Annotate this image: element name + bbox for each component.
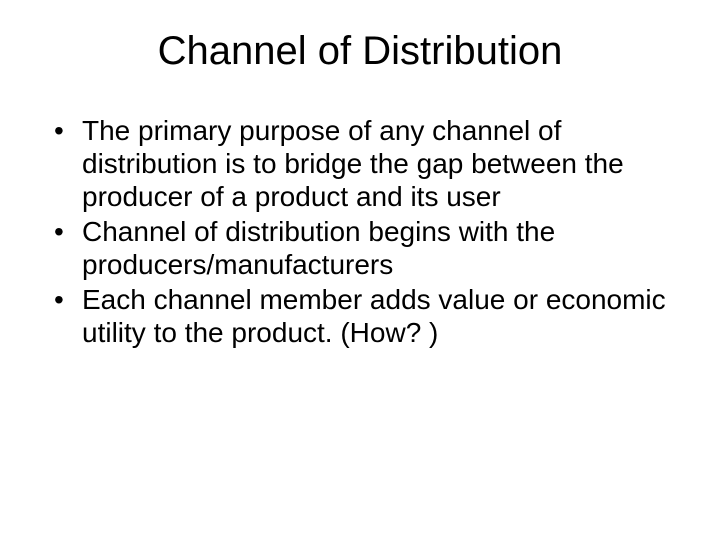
slide: Channel of Distribution The primary purp… — [0, 0, 720, 540]
bullet-item: Channel of distribution begins with the … — [48, 215, 672, 281]
bullet-list: The primary purpose of any channel of di… — [48, 114, 672, 349]
slide-title: Channel of Distribution — [48, 28, 672, 74]
bullet-item: The primary purpose of any channel of di… — [48, 114, 672, 213]
bullet-item: Each channel member adds value or econom… — [48, 283, 672, 349]
